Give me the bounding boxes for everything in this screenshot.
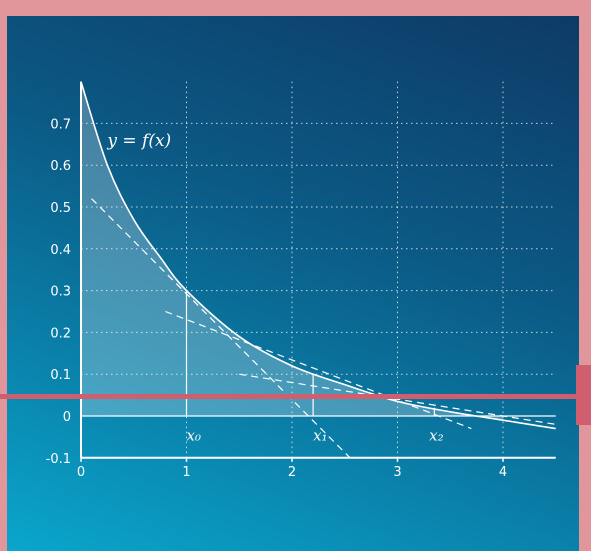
x-tick-label: 4 [499,465,507,480]
y-tick-label: 0.2 [50,326,71,341]
x-tick-label: 2 [288,465,296,480]
x-annotation: x₀ [187,427,201,445]
y-tick-label: 0.1 [50,368,71,383]
plot-area [80,81,556,459]
x-tick-label: 1 [182,465,190,480]
tangent-line-2 [239,373,556,425]
y-tick-label: 0.4 [50,243,71,258]
horizontal-marker-line [0,394,591,399]
marker-box [576,365,591,425]
grid-lines [81,81,556,458]
y-tick-label: 0.7 [50,117,71,132]
y-tick-label: 0.5 [50,201,71,216]
y-tick-label: 0.6 [50,159,71,174]
tangent-line-1 [165,310,472,430]
curve-label: y = f(x) [106,131,171,151]
x-annotation: x₁ [313,427,327,445]
x-annotation: x₂ [429,427,443,445]
y-tick-label: -0.1 [46,452,71,467]
tangent-line-0 [91,198,351,459]
curve-f [80,81,556,430]
y-tick-label: 0.3 [50,285,71,300]
x-tick-label: 0 [77,465,85,480]
chart-background [7,16,579,551]
labels: 0 1 2 3 4 0.7 0.6 0.5 0.4 0.3 0.2 0.1 0 -0.1 y = f(x) x… [46,117,508,479]
y-tick-label: 0 [63,410,71,425]
x-tick-label: 3 [393,465,401,480]
